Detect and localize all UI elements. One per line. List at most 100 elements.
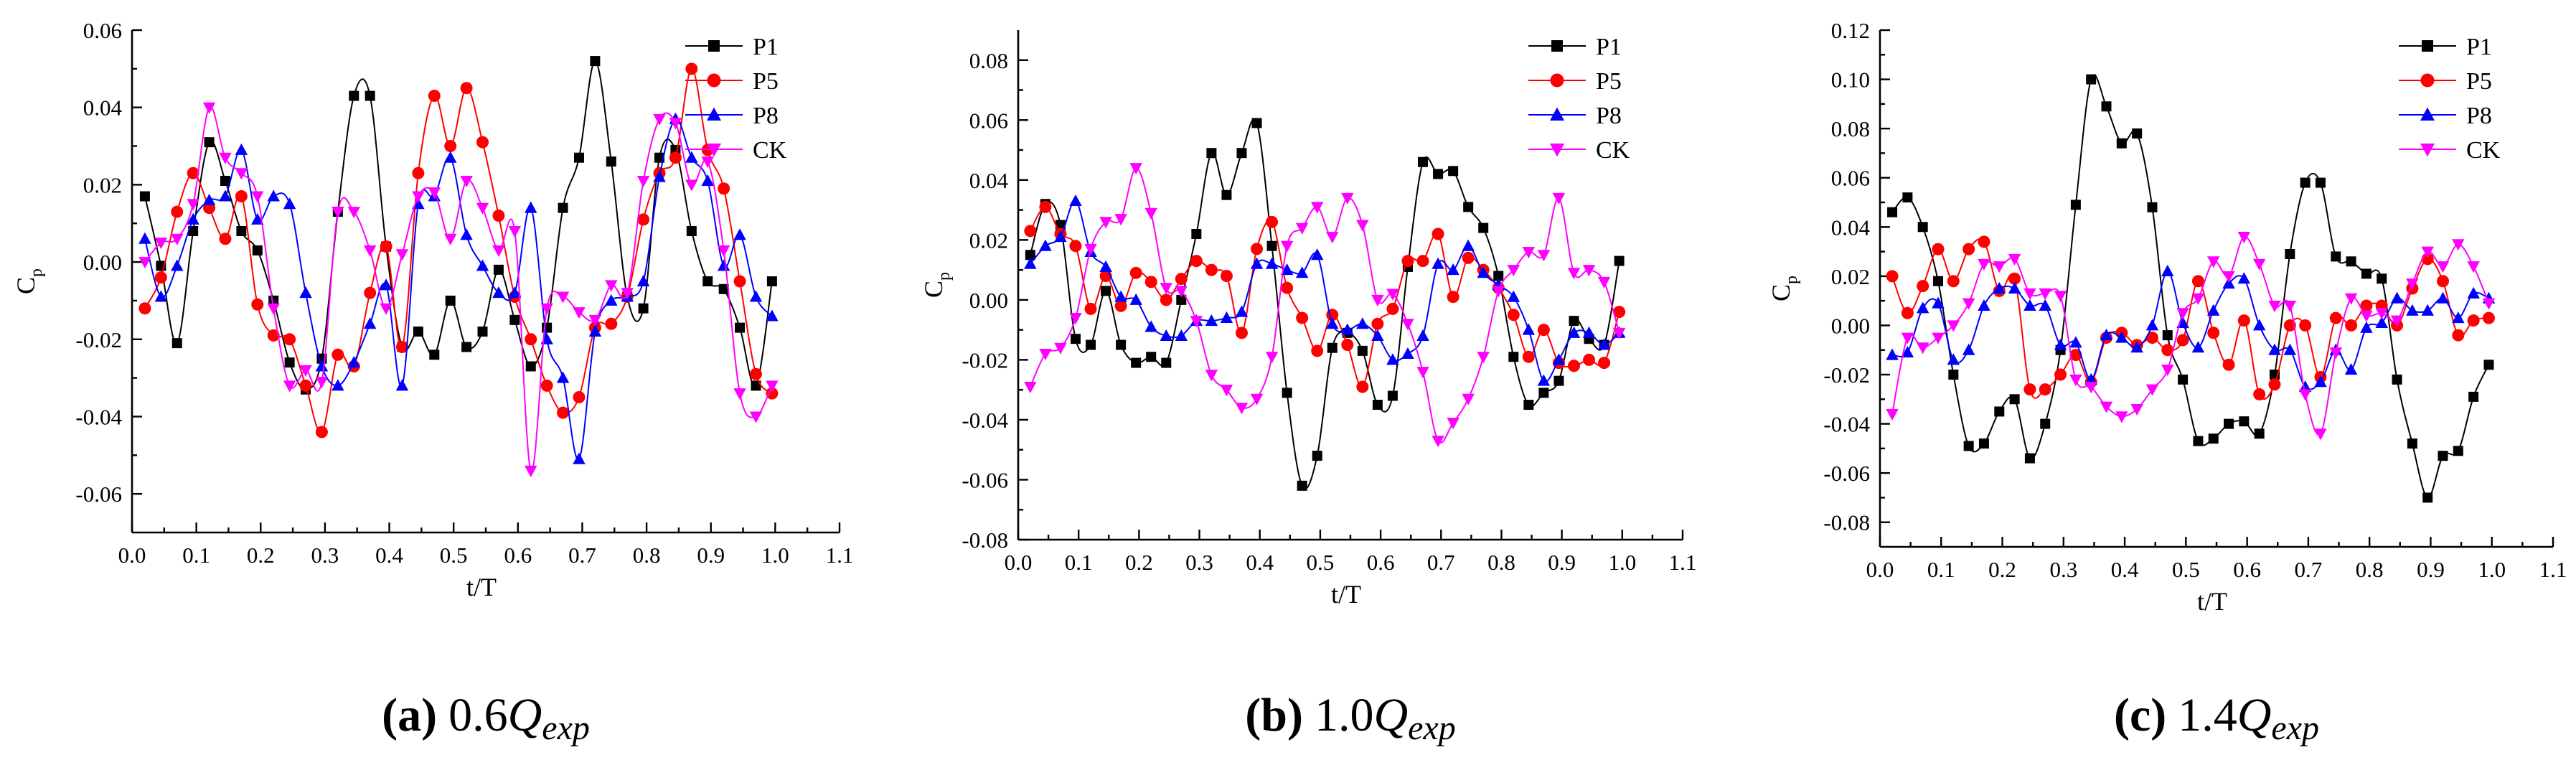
legend-label: P8 [2466, 103, 2492, 129]
data-point-P8 [460, 228, 473, 240]
data-point-P8 [219, 189, 232, 202]
data-point-P5 [2039, 383, 2051, 396]
data-point-CK [2298, 389, 2312, 401]
data-point-P5 [1251, 243, 1264, 255]
data-point-CK [556, 291, 570, 304]
data-point-CK [2406, 278, 2419, 291]
data-point-CK [1432, 436, 1444, 448]
data-point-CK [2069, 374, 2082, 386]
data-point-P1 [2116, 138, 2127, 149]
data-point-P8 [1567, 326, 1581, 338]
data-point-CK [2191, 293, 2205, 305]
data-point-P8 [1160, 329, 1172, 341]
data-point-P8 [1886, 348, 1899, 360]
data-point-P1 [1236, 148, 1247, 159]
data-point-P8 [636, 274, 650, 286]
legend-marker [707, 144, 721, 157]
data-point-P8 [1054, 230, 1067, 243]
data-point-P1 [2346, 256, 2356, 267]
data-point-P8 [1432, 257, 1444, 269]
data-point-P8 [1582, 326, 1596, 338]
data-point-P8 [1039, 239, 1052, 251]
data-point-P8 [1310, 248, 1324, 261]
caption-q: Q [2237, 689, 2272, 741]
data-point-P8 [1235, 305, 1249, 317]
caption-letter: (c) [2114, 689, 2166, 741]
data-point-P1 [2162, 330, 2173, 341]
data-point-P8 [2222, 277, 2235, 289]
data-point-CK [2176, 308, 2189, 320]
data-point-CK [428, 187, 441, 200]
data-point-CK [219, 152, 232, 164]
data-point-CK [2115, 411, 2128, 423]
series-P8 [1886, 264, 2496, 393]
data-point-CK [1295, 222, 1309, 235]
data-point-P1 [1917, 222, 1928, 233]
x-tick-label: 1.1 [826, 543, 854, 568]
data-point-CK [299, 365, 312, 377]
data-point-CK [1416, 367, 1429, 379]
x-tick-label: 0.1 [182, 543, 210, 568]
data-point-P8 [315, 360, 329, 372]
data-point-CK [2222, 271, 2235, 283]
data-point-P5 [2191, 275, 2204, 288]
data-point-P8 [1932, 296, 1945, 309]
data-point-P5 [138, 302, 151, 315]
data-point-P8 [1477, 266, 1490, 278]
data-point-P1 [1933, 276, 1944, 286]
data-point-CK [1220, 385, 1233, 397]
data-point-P5 [251, 298, 264, 311]
data-point-P1 [686, 226, 697, 236]
data-point-CK [1205, 370, 1218, 382]
y-tick-label: 0.04 [969, 168, 1009, 193]
data-point-P1 [2147, 202, 2158, 212]
data-point-CK [1582, 265, 1596, 277]
y-tick-label: 0.12 [1831, 18, 1870, 43]
data-point-P5 [187, 166, 199, 179]
data-point-P1 [188, 226, 199, 236]
data-point-CK [1993, 261, 2006, 273]
data-point-P8 [2100, 329, 2113, 341]
data-point-P1 [2239, 416, 2250, 427]
data-point-P1 [2224, 418, 2234, 429]
x-tick-label: 1.0 [2478, 557, 2506, 582]
data-point-P1 [1448, 166, 1459, 177]
caption-subscript: exp [542, 709, 590, 747]
data-point-P5 [1281, 281, 1294, 294]
series-CK [1886, 232, 2496, 441]
data-point-CK [2268, 301, 2281, 313]
data-point-P1 [2422, 492, 2433, 503]
data-point-CK [766, 380, 779, 393]
data-point-P5 [444, 140, 457, 153]
data-point-P8 [766, 309, 779, 322]
legend-label: P5 [2466, 68, 2492, 95]
data-point-CK [1250, 393, 1264, 405]
legend-marker [707, 107, 721, 121]
x-tick-label: 0.6 [1367, 550, 1395, 575]
data-point-CK [187, 199, 199, 211]
data-point-P1 [1418, 156, 1429, 167]
data-point-P8 [2237, 272, 2251, 284]
legend-label: P8 [1596, 103, 1622, 129]
data-point-CK [1280, 240, 1294, 253]
data-point-CK [202, 102, 216, 114]
data-point-CK [2482, 298, 2496, 310]
y-tick-label: -0.04 [75, 404, 122, 429]
data-point-P8 [508, 286, 522, 299]
data-point-P8 [363, 317, 377, 329]
data-point-P8 [1462, 239, 1475, 251]
data-point-P8 [1280, 263, 1294, 276]
data-point-P5 [2299, 319, 2312, 332]
data-point-CK [1356, 220, 1369, 232]
data-point-P8 [1024, 257, 1037, 269]
data-point-CK [733, 388, 746, 400]
data-point-P5 [2023, 383, 2036, 396]
data-point-CK [332, 207, 344, 219]
legend-item-P8: P8 [2399, 103, 2492, 129]
data-point-P1 [1493, 271, 1504, 281]
data-point-P1 [477, 327, 488, 337]
data-point-P8 [1916, 301, 1929, 314]
data-point-P1 [2285, 249, 2295, 259]
data-point-CK [2344, 293, 2358, 305]
data-point-CK [283, 380, 296, 393]
